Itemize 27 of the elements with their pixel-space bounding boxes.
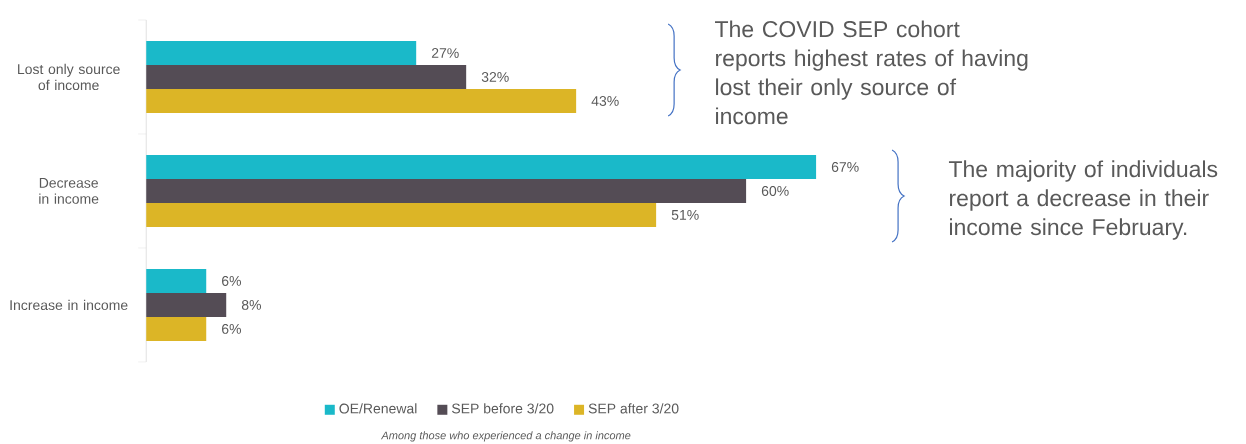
text: Among those who experienced a change in income [380,431,631,442]
bar [146,203,657,227]
data-label: 32% [481,72,509,82]
data-label: 51% [671,210,699,220]
y-tick-label: Lost only source of income [18,63,120,91]
bar [146,65,467,90]
data-label: 60% [761,186,789,196]
text: The majority of individuals report a decrease in their income since February. [948,160,1218,240]
bar [146,41,417,66]
annotation: The COVID SEP cohort reports highest rates of having lost their only source of income [715,20,1028,125]
data-label: 27% [431,48,459,58]
bar [146,292,227,317]
y-tick-label: Increase in income [10,299,128,311]
bar [146,179,747,203]
data-label: 67% [831,162,859,172]
data-label: 43% [591,96,619,106]
data-label: 8% [241,300,262,310]
bar [146,268,207,293]
data-label: 6% [222,324,242,334]
bar [146,89,577,114]
legend-label: SEP before 3/20 [451,403,554,414]
bar [146,316,207,341]
legend-label: SEP after 3/20 [588,403,679,414]
y-tick-label: Decrease in income [39,178,99,204]
data-label: 6% [222,276,242,286]
legend-label: OE/Renewal [339,403,417,414]
bar [146,155,817,180]
